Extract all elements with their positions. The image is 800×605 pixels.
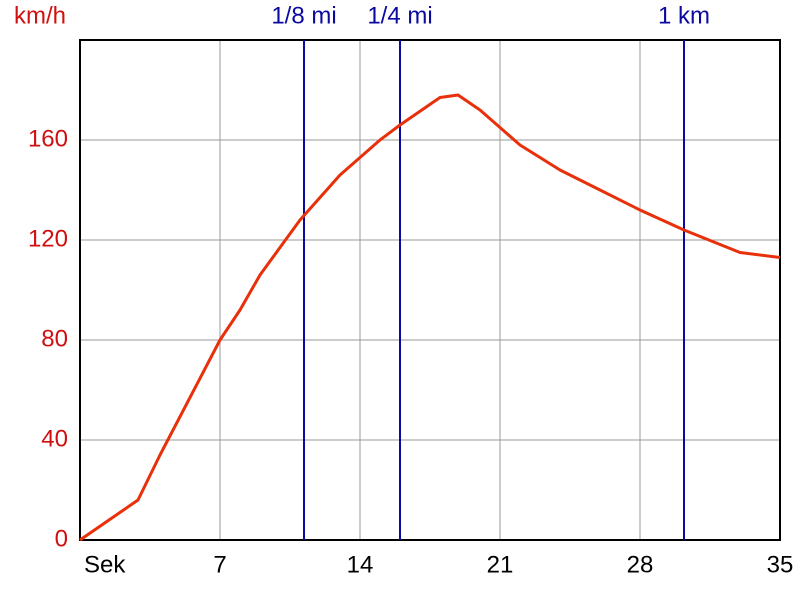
distance-marker-label: 1 km [658,2,710,29]
x-tick-label: 35 [767,551,794,578]
x-tick-label: 21 [487,551,514,578]
distance-marker-label: 1/8 mi [271,2,336,29]
x-tick-label: Sek [84,551,126,578]
x-tick-label: 14 [347,551,374,578]
x-tick-label: 28 [627,551,654,578]
y-tick-label: 80 [41,325,68,352]
y-axis-label: km/h [14,2,66,29]
y-tick-label: 160 [28,125,68,152]
x-tick-label: 7 [213,551,226,578]
y-tick-label: 120 [28,225,68,252]
plot-frame [79,39,781,541]
speed-line [79,93,781,542]
y-tick-label: 40 [41,425,68,452]
distance-marker-label: 1/4 mi [367,2,432,29]
y-tick-label: 0 [55,525,68,552]
